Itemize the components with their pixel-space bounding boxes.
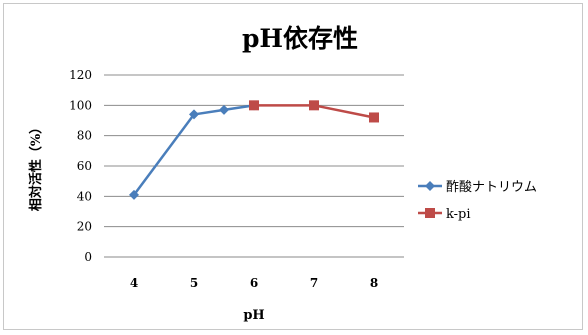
y-tick-label: 80 xyxy=(77,129,92,143)
data-point-square xyxy=(369,112,379,123)
y-tick-label: 20 xyxy=(77,220,92,234)
chart-title: pH依存性 xyxy=(242,24,358,53)
x-axis-title: pH xyxy=(243,308,264,323)
data-point-diamond xyxy=(129,189,139,200)
gridlines xyxy=(104,74,404,228)
y-tick-label: 40 xyxy=(77,189,92,203)
series-line-1 xyxy=(132,104,255,196)
series-group xyxy=(129,100,379,200)
x-tick-label: 5 xyxy=(190,276,198,290)
legend-label: k-pi xyxy=(446,207,471,222)
x-tick-label: 4 xyxy=(130,276,138,290)
x-tick-labels: 4 5 6 7 8 xyxy=(130,276,378,290)
legend-marker-diamond xyxy=(425,181,435,191)
x-tick-label: 6 xyxy=(250,276,258,290)
data-point-square xyxy=(309,100,319,111)
y-axis-title: 相対活性（%） xyxy=(28,121,44,211)
y-tick-label: 120 xyxy=(69,68,92,82)
y-tick-label: 100 xyxy=(69,98,92,112)
data-point-diamond xyxy=(219,104,229,115)
data-point-diamond xyxy=(189,109,199,120)
x-tick-label: 7 xyxy=(310,276,318,290)
legend: 酢酸ナトリウム k-pi xyxy=(418,180,537,222)
y-tick-label: 0 xyxy=(84,250,92,264)
y-tick-labels: 0 20 40 60 80 100 120 xyxy=(69,68,92,264)
legend-marker-square xyxy=(425,208,435,218)
x-tick-label: 8 xyxy=(370,276,378,290)
legend-label: 酢酸ナトリウム xyxy=(446,180,537,195)
y-tick-label: 60 xyxy=(77,159,92,173)
data-point-square xyxy=(249,100,259,111)
